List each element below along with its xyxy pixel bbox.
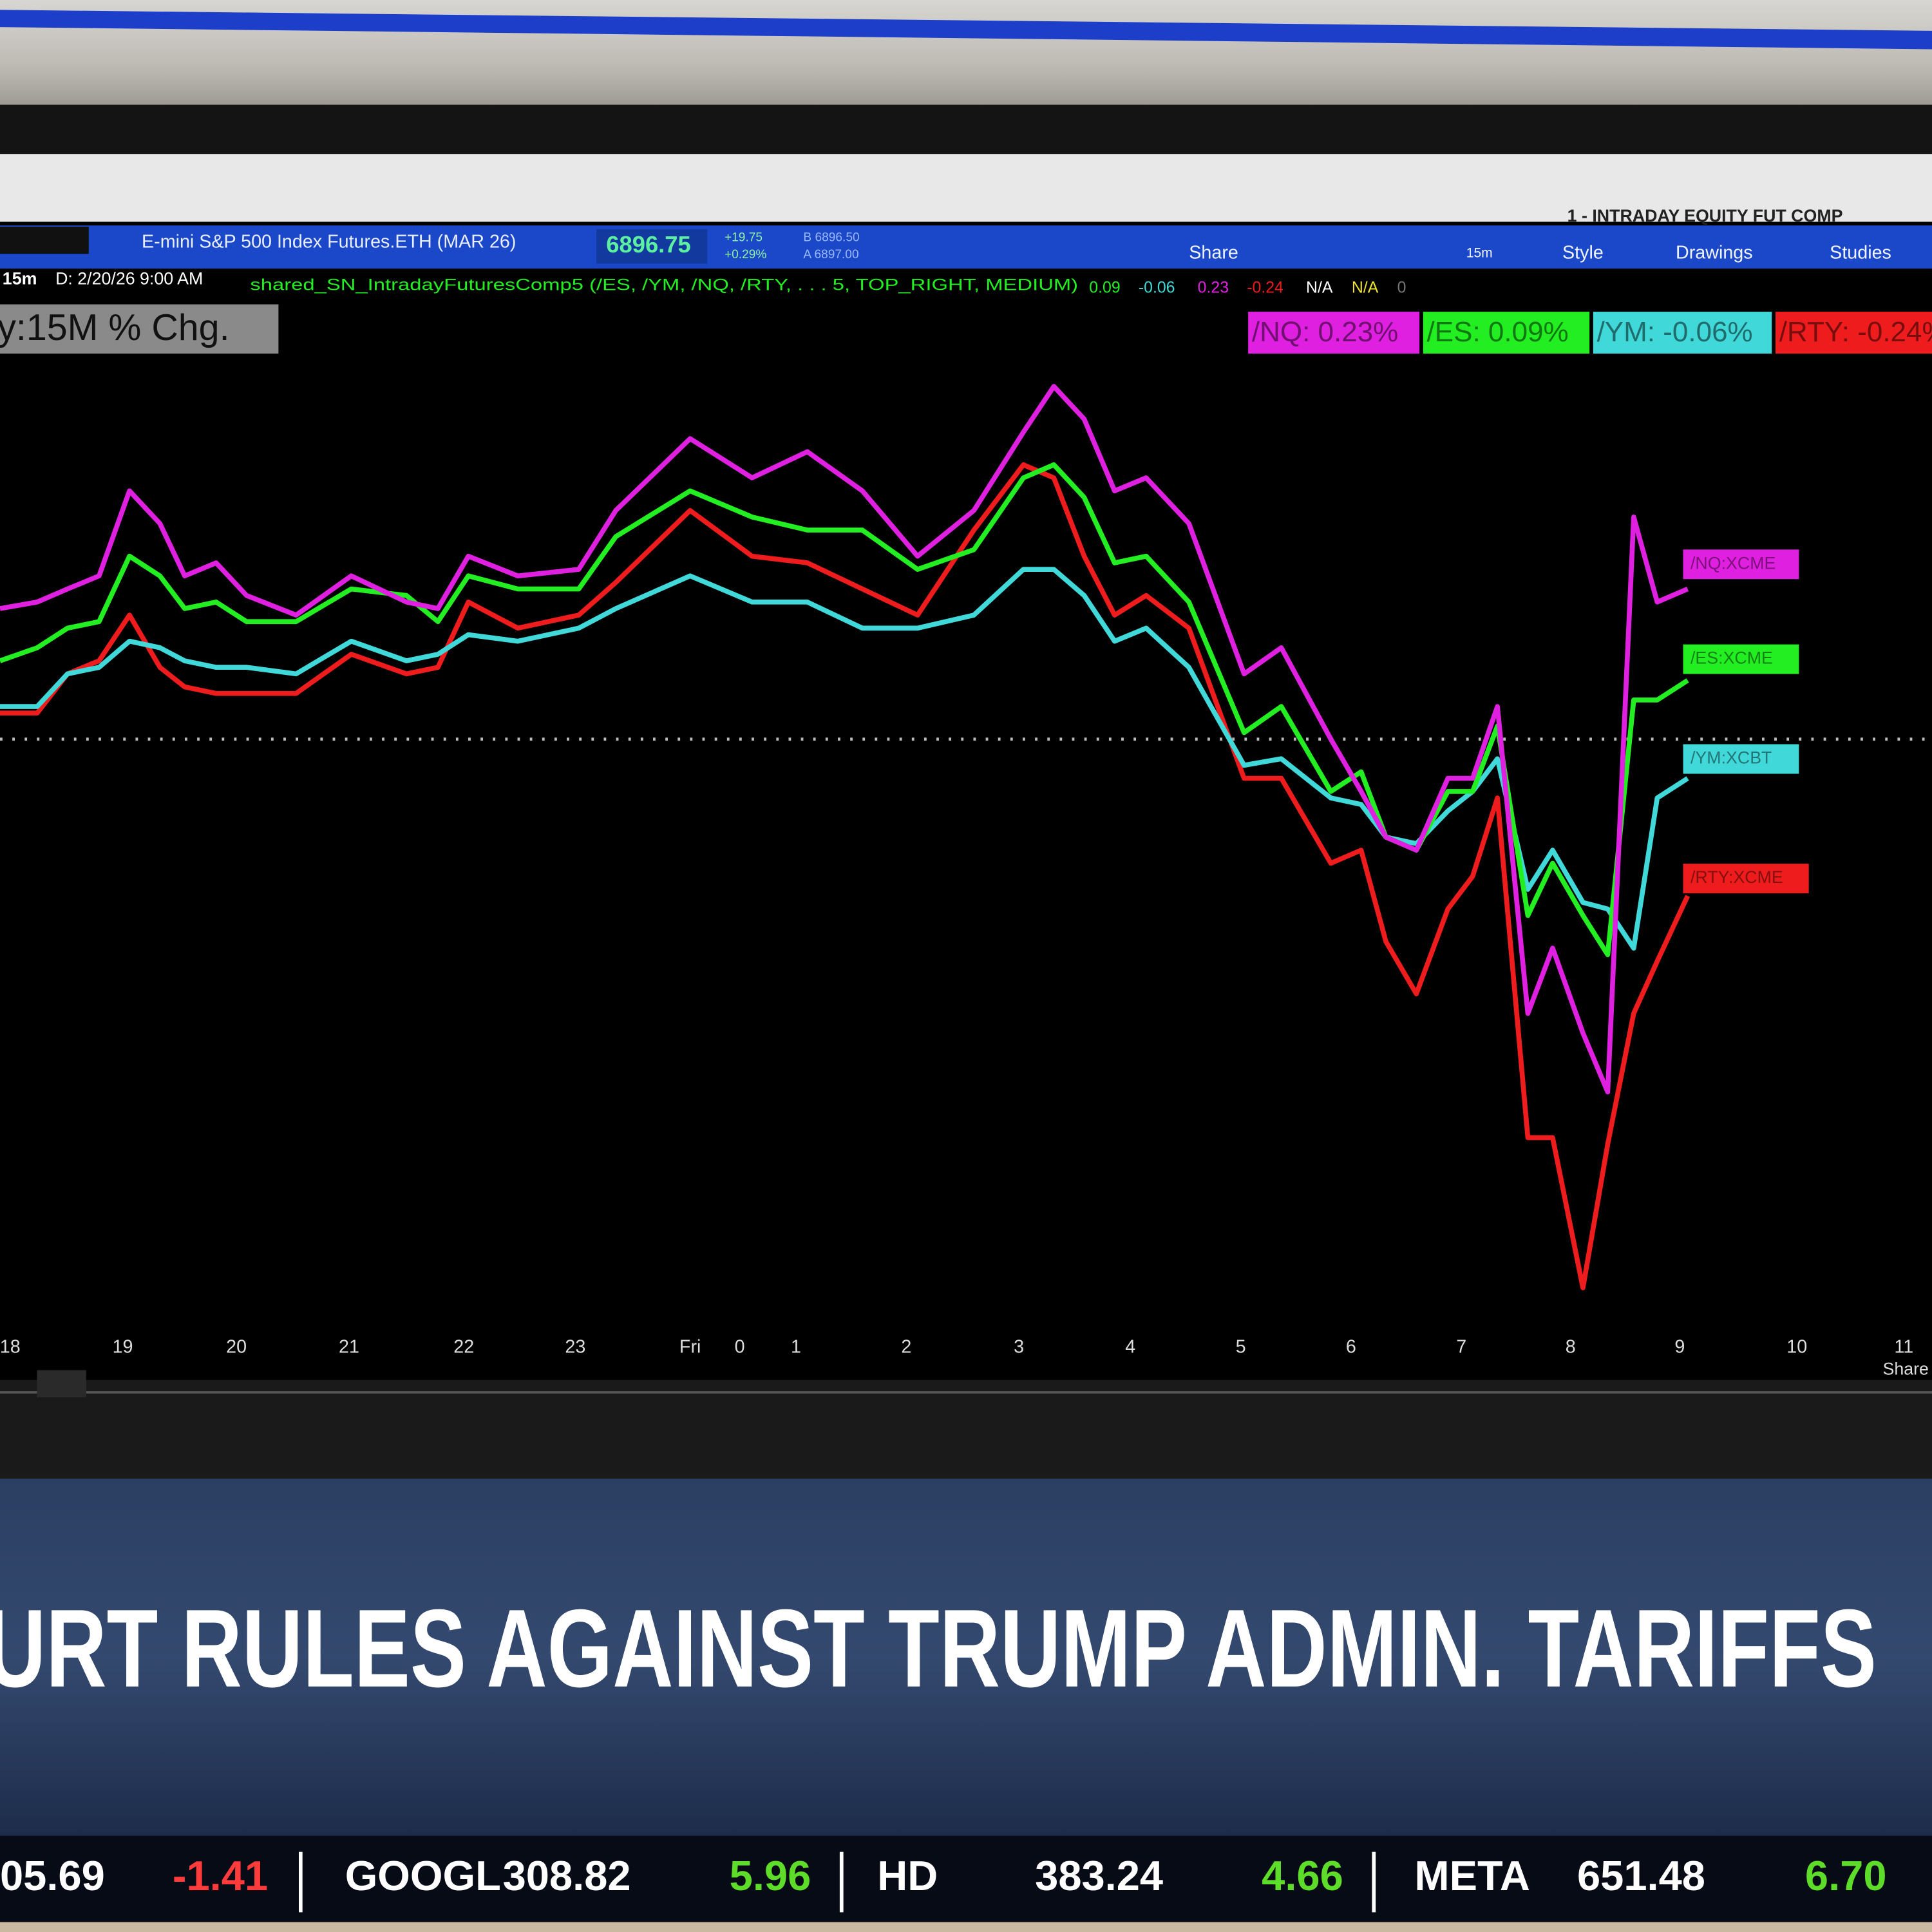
chart-footer bbox=[0, 1379, 1932, 1479]
interval: 15m bbox=[3, 269, 37, 288]
ticker-change: 4.66 bbox=[1262, 1852, 1343, 1899]
series-end-box bbox=[1683, 644, 1799, 674]
y-label: y:15M % Chg. bbox=[0, 307, 230, 348]
series-end-label: /RTY:XCME bbox=[1690, 867, 1783, 887]
desk-edge bbox=[0, 1922, 1932, 1932]
x-tick-label: 0 bbox=[735, 1337, 745, 1358]
chart-area bbox=[0, 269, 1932, 1516]
ticker-price: 05.69 bbox=[0, 1852, 105, 1899]
ticker-price: 383.24 bbox=[1035, 1852, 1163, 1899]
study-name: shared_SN_IntradayFuturesComp5 (/ES, /YM… bbox=[250, 276, 1078, 294]
bid: B 6896.50 bbox=[803, 231, 859, 244]
x-tick-label: 5 bbox=[1236, 1337, 1246, 1358]
ticker-change: 5.96 bbox=[730, 1852, 811, 1899]
series-line bbox=[0, 462, 1690, 1291]
x-tick-label: 18 bbox=[0, 1337, 21, 1358]
x-tick-label: 3 bbox=[1014, 1337, 1024, 1358]
symbol-name: E-mini S&P 500 Index Futures.ETH (MAR 26… bbox=[142, 231, 516, 252]
pct-change: +0.29% bbox=[724, 248, 766, 261]
collapse-button[interactable] bbox=[37, 1370, 86, 1397]
x-tick-label: 2 bbox=[901, 1337, 911, 1358]
series-end-box bbox=[1683, 549, 1799, 580]
ask: A 6897.00 bbox=[803, 248, 858, 261]
ticker-bar bbox=[0, 1835, 1932, 1922]
x-tick-label: 1 bbox=[791, 1337, 801, 1358]
window-titlebar bbox=[0, 154, 1932, 222]
lower-third bbox=[0, 1478, 1932, 1836]
date: D: 2/20/26 9:00 AM bbox=[55, 269, 203, 288]
legend-box[interactable] bbox=[1593, 312, 1772, 354]
toolbar-button[interactable]: Share bbox=[1189, 243, 1238, 263]
legend-label[interactable]: /RTY: -0.24% bbox=[1779, 316, 1932, 348]
series-end-box bbox=[1683, 744, 1799, 774]
series-end-label: /YM:XCBT bbox=[1690, 748, 1772, 768]
plot: 18 19 20 21 22 23 Fri 0 1 2 3 4 5 6 7 8 9 10 11/NQ:XCME/NQ… bbox=[0, 312, 1932, 1358]
toolbar-buttons: Share 15m Style Drawings Studies bbox=[1189, 243, 1891, 263]
share-link[interactable]: Share bbox=[1882, 1359, 1928, 1379]
series-line bbox=[0, 567, 1689, 951]
series-line bbox=[0, 462, 1689, 958]
ticker-price: 308.82 bbox=[503, 1852, 631, 1899]
ticker-change: 6.70 bbox=[1805, 1852, 1887, 1899]
x-tick-label: Fri bbox=[679, 1337, 701, 1358]
window-title: 1 - INTRADAY EQUITY FUT COMP bbox=[1567, 206, 1843, 225]
x-tick-label: 4 bbox=[1125, 1337, 1135, 1358]
legend-label[interactable]: /NQ: 0.23% bbox=[1252, 316, 1398, 348]
ticker-symbol: META bbox=[1414, 1852, 1530, 1899]
symbol-box[interactable] bbox=[0, 227, 89, 254]
last-box bbox=[596, 229, 708, 264]
x-tick-label: 22 bbox=[453, 1337, 474, 1358]
series-end-box bbox=[1683, 864, 1809, 894]
x-tick-label: 9 bbox=[1674, 1337, 1685, 1358]
x-tick-label: 11 bbox=[1894, 1337, 1913, 1358]
legend-box[interactable] bbox=[1776, 312, 1932, 354]
x-tick-label: 20 bbox=[226, 1337, 247, 1358]
y-label-box bbox=[0, 304, 279, 354]
ticker-symbol: HD bbox=[877, 1852, 938, 1899]
ticker-price: 651.48 bbox=[1577, 1852, 1705, 1899]
study-reading: -0.06 bbox=[1139, 278, 1175, 296]
x-tick-label: 6 bbox=[1346, 1337, 1356, 1358]
toolbar-button[interactable]: 15m bbox=[1466, 246, 1493, 261]
study-reading: N/A bbox=[1352, 278, 1379, 296]
series-end-label: /NQ:XCME bbox=[1690, 553, 1776, 573]
x-tick-label: 7 bbox=[1456, 1337, 1466, 1358]
blue-stripe bbox=[0, 10, 1932, 50]
ticker: 05.69 -1.41 GOOGL 308.82 5.96 HD 383.24 4.66 MET… bbox=[0, 1852, 1887, 1913]
x-tick-label: 19 bbox=[113, 1337, 133, 1358]
legend-box[interactable] bbox=[1423, 312, 1590, 354]
toolbar bbox=[0, 225, 1932, 269]
last-price: 6896.75 bbox=[606, 231, 690, 258]
study-reading: N/A bbox=[1306, 278, 1333, 296]
x-tick-label: 10 bbox=[1786, 1337, 1807, 1358]
study-readings: 0.09 -0.06 0.23 -0.24 N/A N/A 0 bbox=[1089, 278, 1406, 296]
toolbar-button[interactable]: Style bbox=[1562, 243, 1604, 263]
ticker-change: -1.41 bbox=[173, 1852, 268, 1899]
x-tick-label: 21 bbox=[339, 1337, 359, 1358]
toolbar-button[interactable]: Drawings bbox=[1676, 243, 1753, 263]
legend-label[interactable]: /YM: -0.06% bbox=[1597, 316, 1753, 348]
study-reading: 0.09 bbox=[1089, 278, 1120, 296]
series-end-label: /ES:XCME bbox=[1690, 649, 1773, 668]
monitor-bezel bbox=[0, 104, 1932, 155]
headline: URT RULES AGAINST TRUMP ADMIN. TARIFFS bbox=[0, 1587, 1877, 1710]
x-tick-label: 23 bbox=[565, 1337, 585, 1358]
study-reading: 0.23 bbox=[1198, 278, 1229, 296]
study-reading: 0 bbox=[1397, 278, 1406, 296]
legend-label[interactable]: /ES: 0.09% bbox=[1427, 316, 1569, 348]
net-change: +19.75 bbox=[724, 231, 762, 244]
series-line bbox=[0, 384, 1689, 1095]
legend-box[interactable] bbox=[1248, 312, 1420, 354]
ticker-symbol: GOOGL bbox=[345, 1852, 501, 1899]
study-reading: -0.24 bbox=[1247, 278, 1283, 296]
x-tick-label: 8 bbox=[1566, 1337, 1576, 1358]
toolbar-button[interactable]: Studies bbox=[1830, 243, 1891, 263]
